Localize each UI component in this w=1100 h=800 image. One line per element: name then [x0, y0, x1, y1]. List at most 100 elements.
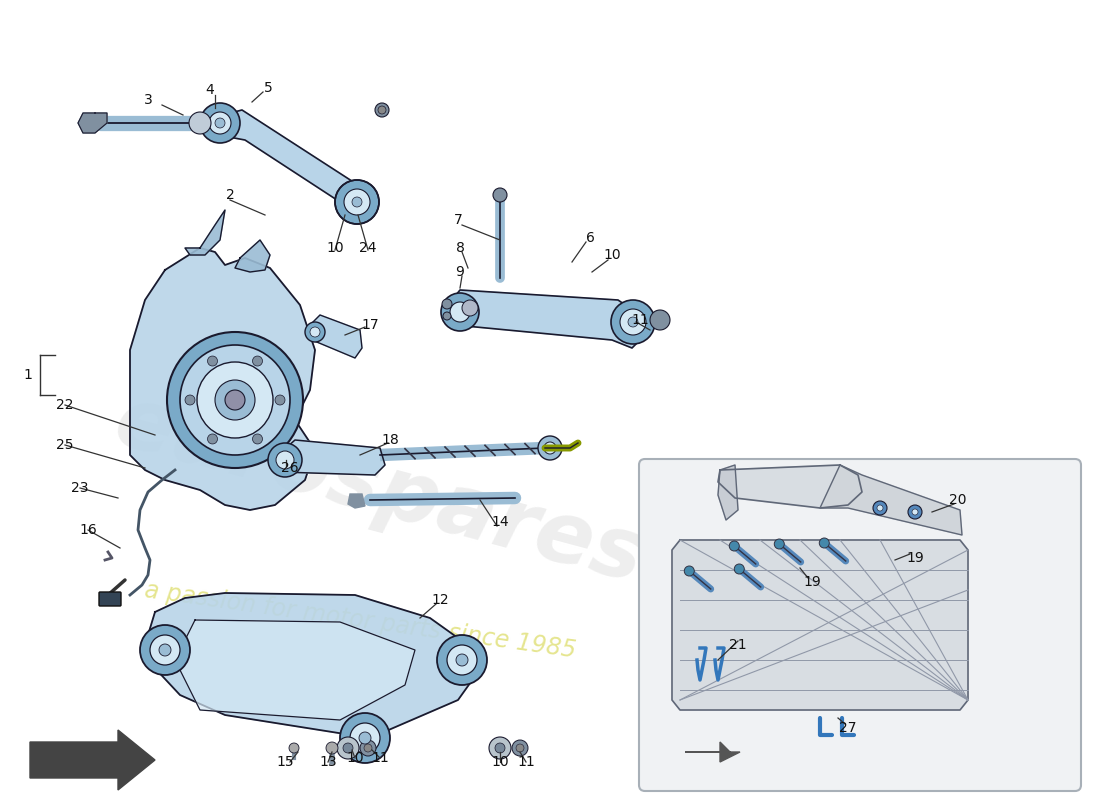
- Circle shape: [877, 505, 883, 511]
- Circle shape: [544, 442, 556, 454]
- Circle shape: [150, 635, 180, 665]
- Circle shape: [912, 509, 918, 515]
- Circle shape: [340, 713, 390, 763]
- Circle shape: [456, 654, 468, 666]
- Circle shape: [375, 103, 389, 117]
- Polygon shape: [148, 593, 478, 738]
- Circle shape: [253, 356, 263, 366]
- Text: 2: 2: [226, 188, 234, 202]
- Circle shape: [253, 434, 263, 444]
- Circle shape: [628, 317, 638, 327]
- Circle shape: [820, 538, 829, 548]
- Circle shape: [209, 112, 231, 134]
- Polygon shape: [718, 465, 738, 520]
- Circle shape: [908, 505, 922, 519]
- Circle shape: [275, 395, 285, 405]
- Circle shape: [774, 539, 784, 549]
- Text: 10: 10: [603, 248, 620, 262]
- Circle shape: [167, 332, 302, 468]
- Text: 21: 21: [729, 638, 747, 652]
- Circle shape: [344, 189, 370, 215]
- Text: 5: 5: [264, 81, 273, 95]
- Circle shape: [610, 300, 654, 344]
- Circle shape: [336, 180, 380, 224]
- Circle shape: [214, 118, 225, 128]
- Circle shape: [305, 322, 324, 342]
- Text: 16: 16: [79, 523, 97, 537]
- Circle shape: [214, 380, 255, 420]
- Text: 12: 12: [431, 593, 449, 607]
- Text: 7: 7: [453, 213, 462, 227]
- Polygon shape: [185, 210, 226, 255]
- Circle shape: [735, 564, 745, 574]
- FancyBboxPatch shape: [639, 459, 1081, 791]
- Circle shape: [512, 740, 528, 756]
- Circle shape: [200, 103, 240, 143]
- Circle shape: [326, 742, 338, 754]
- Text: a passion for motor parts since 1985: a passion for motor parts since 1985: [143, 578, 578, 662]
- Polygon shape: [820, 465, 962, 535]
- Circle shape: [462, 300, 478, 316]
- Circle shape: [873, 501, 887, 515]
- Circle shape: [359, 732, 371, 744]
- Text: 14: 14: [492, 515, 509, 529]
- Text: 15: 15: [276, 755, 294, 769]
- FancyBboxPatch shape: [99, 592, 121, 606]
- Circle shape: [729, 541, 739, 551]
- Text: 23: 23: [72, 481, 89, 495]
- Circle shape: [538, 436, 562, 460]
- Circle shape: [450, 302, 470, 322]
- Polygon shape: [78, 113, 107, 133]
- Circle shape: [226, 390, 245, 410]
- Text: 11: 11: [517, 755, 535, 769]
- Circle shape: [516, 744, 524, 752]
- Circle shape: [437, 635, 487, 685]
- Text: 4: 4: [206, 83, 214, 97]
- Text: 26: 26: [282, 461, 299, 475]
- Polygon shape: [310, 315, 362, 358]
- Polygon shape: [214, 110, 368, 215]
- Text: 11: 11: [371, 751, 389, 765]
- Circle shape: [180, 345, 290, 455]
- Polygon shape: [718, 465, 862, 508]
- Text: 11: 11: [631, 313, 649, 327]
- Text: 20: 20: [949, 493, 967, 507]
- Polygon shape: [175, 620, 415, 720]
- Text: 10: 10: [346, 751, 364, 765]
- Text: 17: 17: [361, 318, 378, 332]
- Circle shape: [185, 395, 195, 405]
- Text: 24: 24: [360, 241, 376, 255]
- Circle shape: [364, 744, 372, 752]
- Text: 22: 22: [56, 398, 74, 412]
- Circle shape: [493, 188, 507, 202]
- Text: 6: 6: [585, 231, 594, 245]
- Text: 9: 9: [455, 265, 464, 279]
- Text: 19: 19: [906, 551, 924, 565]
- Polygon shape: [685, 742, 740, 762]
- Text: 18: 18: [381, 433, 399, 447]
- Text: 27: 27: [839, 721, 857, 735]
- Circle shape: [443, 312, 451, 320]
- Text: 25: 25: [56, 438, 74, 452]
- Text: 10: 10: [492, 755, 509, 769]
- Circle shape: [310, 327, 320, 337]
- Circle shape: [352, 197, 362, 207]
- Polygon shape: [348, 494, 365, 508]
- Text: 10: 10: [327, 241, 344, 255]
- Text: 19: 19: [803, 575, 821, 589]
- Circle shape: [495, 743, 505, 753]
- Polygon shape: [30, 730, 155, 790]
- Circle shape: [189, 112, 211, 134]
- Circle shape: [197, 362, 273, 438]
- Polygon shape: [672, 540, 968, 710]
- Circle shape: [684, 566, 694, 576]
- Circle shape: [208, 434, 218, 444]
- Circle shape: [160, 644, 170, 656]
- Polygon shape: [278, 440, 385, 475]
- Circle shape: [208, 356, 218, 366]
- Circle shape: [650, 310, 670, 330]
- Circle shape: [447, 645, 477, 675]
- Circle shape: [268, 443, 302, 477]
- Circle shape: [343, 743, 353, 753]
- Circle shape: [441, 293, 478, 331]
